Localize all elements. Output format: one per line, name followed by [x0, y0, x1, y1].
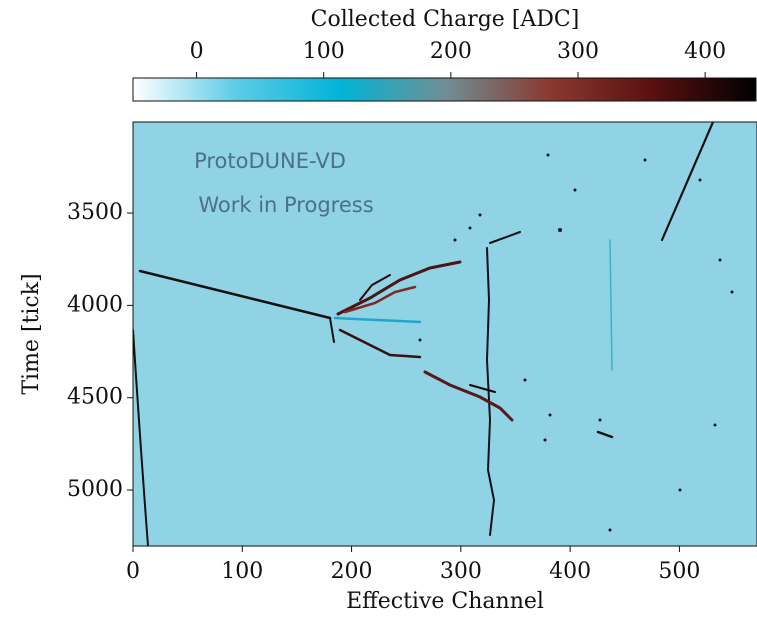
x-tick-label: 300	[440, 559, 482, 584]
colorbar-label: Collected Charge [ADC]	[311, 7, 580, 32]
x-tick-label: 100	[221, 559, 263, 584]
plot-area	[133, 122, 757, 546]
y-tick-label: 5000	[67, 477, 123, 502]
tracks	[133, 122, 734, 546]
colorbar-tick-label: 300	[557, 39, 599, 64]
x-tick-label: 200	[331, 559, 373, 584]
colorbar-tick-label: 100	[303, 39, 345, 64]
annotation: Work in Progress	[198, 193, 373, 217]
y-tick-label: 3500	[67, 200, 123, 225]
colorbar-tick-label: 200	[430, 39, 472, 64]
y-tick-label: 4500	[67, 385, 123, 410]
annotation: ProtoDUNE-VD	[194, 149, 346, 173]
colorbar-tick-label: 0	[190, 39, 204, 64]
x-tick-label: 400	[549, 559, 591, 584]
colorbar-tick-label: 400	[684, 39, 726, 64]
y-axis-label: Time [tick]	[19, 273, 44, 394]
colorbar	[132, 77, 757, 102]
x-tick-label: 500	[658, 559, 700, 584]
x-tick-label: 0	[126, 559, 140, 584]
plot-frame	[132, 121, 757, 547]
x-axis-label: Effective Channel	[346, 589, 544, 614]
y-tick-label: 4000	[67, 292, 123, 317]
